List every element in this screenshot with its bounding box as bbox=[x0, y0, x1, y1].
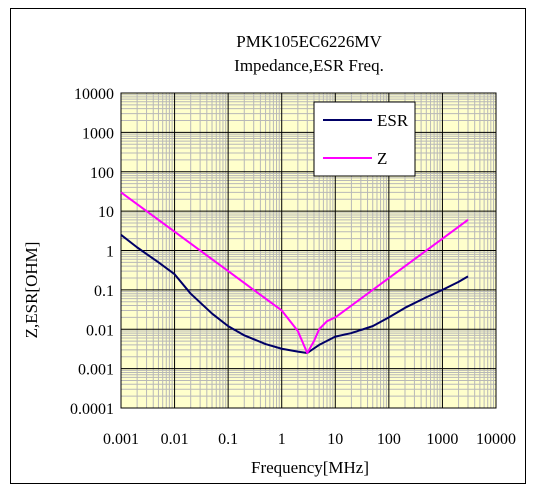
x-tick-label: 1000 bbox=[426, 431, 458, 448]
y-tick-label: 0.1 bbox=[94, 283, 114, 300]
x-tick-label: 100 bbox=[377, 431, 401, 448]
y-tick-label: 1 bbox=[106, 244, 114, 261]
y-tick-label: 10000 bbox=[74, 86, 114, 103]
chart-title: PMK105EC6226MV bbox=[236, 32, 382, 51]
plot-border bbox=[120, 92, 497, 409]
x-tick-labels: 0.001 0.01 0.1 1 10 100 1000 10000 bbox=[103, 431, 516, 448]
x-tick-label: 1 bbox=[278, 431, 286, 448]
chart-subtitle: Impedance,ESR Freq. bbox=[234, 56, 384, 75]
series-z-line bbox=[120, 191, 469, 354]
series-esr-line bbox=[120, 234, 469, 354]
y-tick-label: 100 bbox=[90, 165, 114, 182]
y-tick-label: 0.01 bbox=[86, 322, 114, 339]
legend-esr-label: ESR bbox=[377, 111, 409, 130]
x-tick-label: 0.1 bbox=[218, 431, 238, 448]
y-tick-label: 0.001 bbox=[78, 362, 114, 379]
legend: ESR Z bbox=[313, 101, 416, 177]
y-tick-label: 0.0001 bbox=[70, 401, 114, 418]
series-layer bbox=[120, 191, 469, 354]
y-tick-labels: 10000 1000 100 10 1 0.1 0.01 0.001 0.0001 bbox=[70, 86, 114, 418]
legend-z-label: Z bbox=[377, 149, 387, 168]
x-tick-label: 0.001 bbox=[103, 431, 139, 448]
x-axis-label: Frequency[MHz] bbox=[251, 458, 369, 477]
x-tick-label: 10000 bbox=[476, 431, 516, 448]
x-tick-label: 10 bbox=[327, 431, 343, 448]
y-tick-label: 10 bbox=[98, 204, 114, 221]
x-tick-label: 0.01 bbox=[161, 431, 189, 448]
y-tick-label: 1000 bbox=[82, 125, 114, 142]
legend-box bbox=[313, 101, 416, 177]
y-axis-label: Z,ESR[OHM] bbox=[22, 242, 41, 339]
